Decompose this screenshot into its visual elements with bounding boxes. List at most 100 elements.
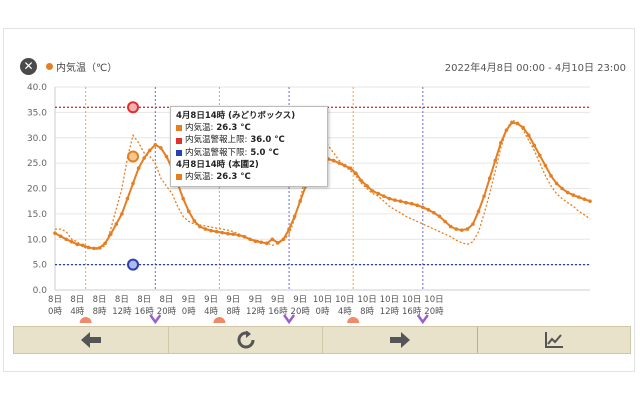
sunrise-icon xyxy=(213,317,226,323)
x-tick-hour: 8時 xyxy=(226,307,240,317)
series-1-point xyxy=(125,196,130,201)
x-tick-day: 8日 xyxy=(159,295,173,305)
series-1-point xyxy=(487,176,492,181)
series-1-point xyxy=(370,189,375,193)
series-1-point xyxy=(203,227,208,231)
series-1-point xyxy=(359,179,364,183)
y-tick-label: 40.0 xyxy=(27,83,47,93)
series-1-point xyxy=(69,239,74,244)
x-tick-hour: 20時 xyxy=(291,307,311,317)
series-1-point xyxy=(292,214,297,219)
x-tick-day: 9日 xyxy=(226,295,240,305)
x-tick-hour: 0時 xyxy=(182,307,196,317)
series-1-point xyxy=(53,231,57,235)
series-2-line xyxy=(55,119,591,251)
series-1-point xyxy=(159,146,163,150)
y-tick-label: 20.0 xyxy=(27,185,47,195)
tooltip-value: 26.3 °C xyxy=(216,172,251,183)
series-1-point xyxy=(521,125,525,130)
series-1-point xyxy=(186,209,191,214)
series-1-point xyxy=(398,199,403,203)
series-marker xyxy=(176,137,182,144)
series-1-point xyxy=(404,200,408,205)
line-chart-icon xyxy=(545,332,564,348)
x-tick-hour: 8時 xyxy=(360,307,374,317)
tooltip-label: 内気温警報下限: xyxy=(185,147,248,158)
series-1-point xyxy=(75,242,80,247)
series-1-point xyxy=(225,231,230,236)
series-1-point xyxy=(499,141,503,145)
series-1-point xyxy=(415,203,420,208)
x-tick-day: 9日 xyxy=(249,295,263,305)
series-1-point xyxy=(421,205,425,210)
series-1-point xyxy=(504,128,509,132)
tooltip-value: 36.0 °C xyxy=(250,135,285,146)
x-tick-hour: 12時 xyxy=(246,307,266,317)
series-1-point xyxy=(64,237,68,242)
series-1-point xyxy=(287,227,291,231)
close-icon[interactable]: ✕ xyxy=(20,58,37,75)
legend-marker xyxy=(46,63,53,70)
series-1-point xyxy=(131,181,135,186)
chart-type-button[interactable] xyxy=(478,327,630,353)
series-1-point xyxy=(198,224,202,229)
series-1-point xyxy=(214,229,219,234)
series-1-point xyxy=(136,166,141,170)
x-tick-hour: 8時 xyxy=(93,307,107,317)
tooltip-value: 5.0 °C xyxy=(250,147,279,158)
series-1-point xyxy=(437,214,442,219)
y-tick-label: 5.0 xyxy=(33,261,48,271)
series-1-point xyxy=(538,153,542,158)
next-button[interactable] xyxy=(323,327,479,353)
series-1-point xyxy=(120,212,124,216)
series-marker xyxy=(176,174,182,181)
series-1-point xyxy=(253,239,258,244)
series-1-point xyxy=(114,222,119,226)
series-1-point xyxy=(554,181,559,186)
series-1-point xyxy=(270,237,275,242)
series-1-point xyxy=(376,191,381,196)
x-tick-hour: 4時 xyxy=(70,307,84,317)
series-1-point xyxy=(58,234,63,239)
tooltip-value: 26.3 °C xyxy=(216,123,251,134)
series-1-point xyxy=(153,143,158,147)
series-1-point xyxy=(465,227,470,231)
arrow-left-icon xyxy=(80,332,101,348)
y-tick-label: 25.0 xyxy=(27,159,47,169)
x-tick-day: 9日 xyxy=(204,295,218,305)
series-1-point xyxy=(471,222,475,226)
series-1-point xyxy=(220,230,224,235)
series-1-point xyxy=(493,158,498,163)
series-1-point xyxy=(337,161,342,165)
series-1-point xyxy=(248,237,252,242)
series-1-point xyxy=(560,186,564,191)
series-1-point xyxy=(543,163,548,168)
series-1-point xyxy=(298,199,303,203)
refresh-button[interactable] xyxy=(169,327,324,353)
x-tick-hour: 16時 xyxy=(268,307,288,317)
prev-button[interactable] xyxy=(14,327,169,353)
tooltip-header-2: 4月8日14時 (本圃2) xyxy=(176,159,259,170)
tooltip-label: 内気温警報上限: xyxy=(185,135,248,146)
series-1-point xyxy=(81,243,85,248)
legend[interactable]: 内気温（℃） xyxy=(46,59,117,74)
series-1-point xyxy=(476,209,481,214)
tooltip-label: 内気温: xyxy=(185,172,214,183)
series-1-point xyxy=(448,224,453,229)
tooltip-1-row: 内気温警報上限: 36.0 °C xyxy=(176,134,322,146)
series-1-point xyxy=(276,241,280,245)
series-1-point xyxy=(147,148,152,153)
x-tick-hour: 4時 xyxy=(204,307,218,317)
series-1-point xyxy=(92,246,96,251)
y-tick-label: 15.0 xyxy=(27,210,47,220)
x-tick-day: 9日 xyxy=(293,295,307,305)
series-1-point xyxy=(209,228,213,233)
tooltip-header-1: 4月8日14時 (みどりボックス) xyxy=(176,111,296,121)
x-tick-day: 8日 xyxy=(70,295,84,305)
x-tick-hour: 12時 xyxy=(380,307,400,317)
date-range: 2022年4月8日 00:00 - 4月10日 23:00 xyxy=(444,63,626,74)
hover-marker-upper xyxy=(127,101,140,114)
tooltip-2-row: 内気温: 26.3 °C xyxy=(176,171,322,183)
tooltip-1-row: 内気温: 26.3 °C xyxy=(176,122,322,134)
series-1-point xyxy=(582,197,587,201)
